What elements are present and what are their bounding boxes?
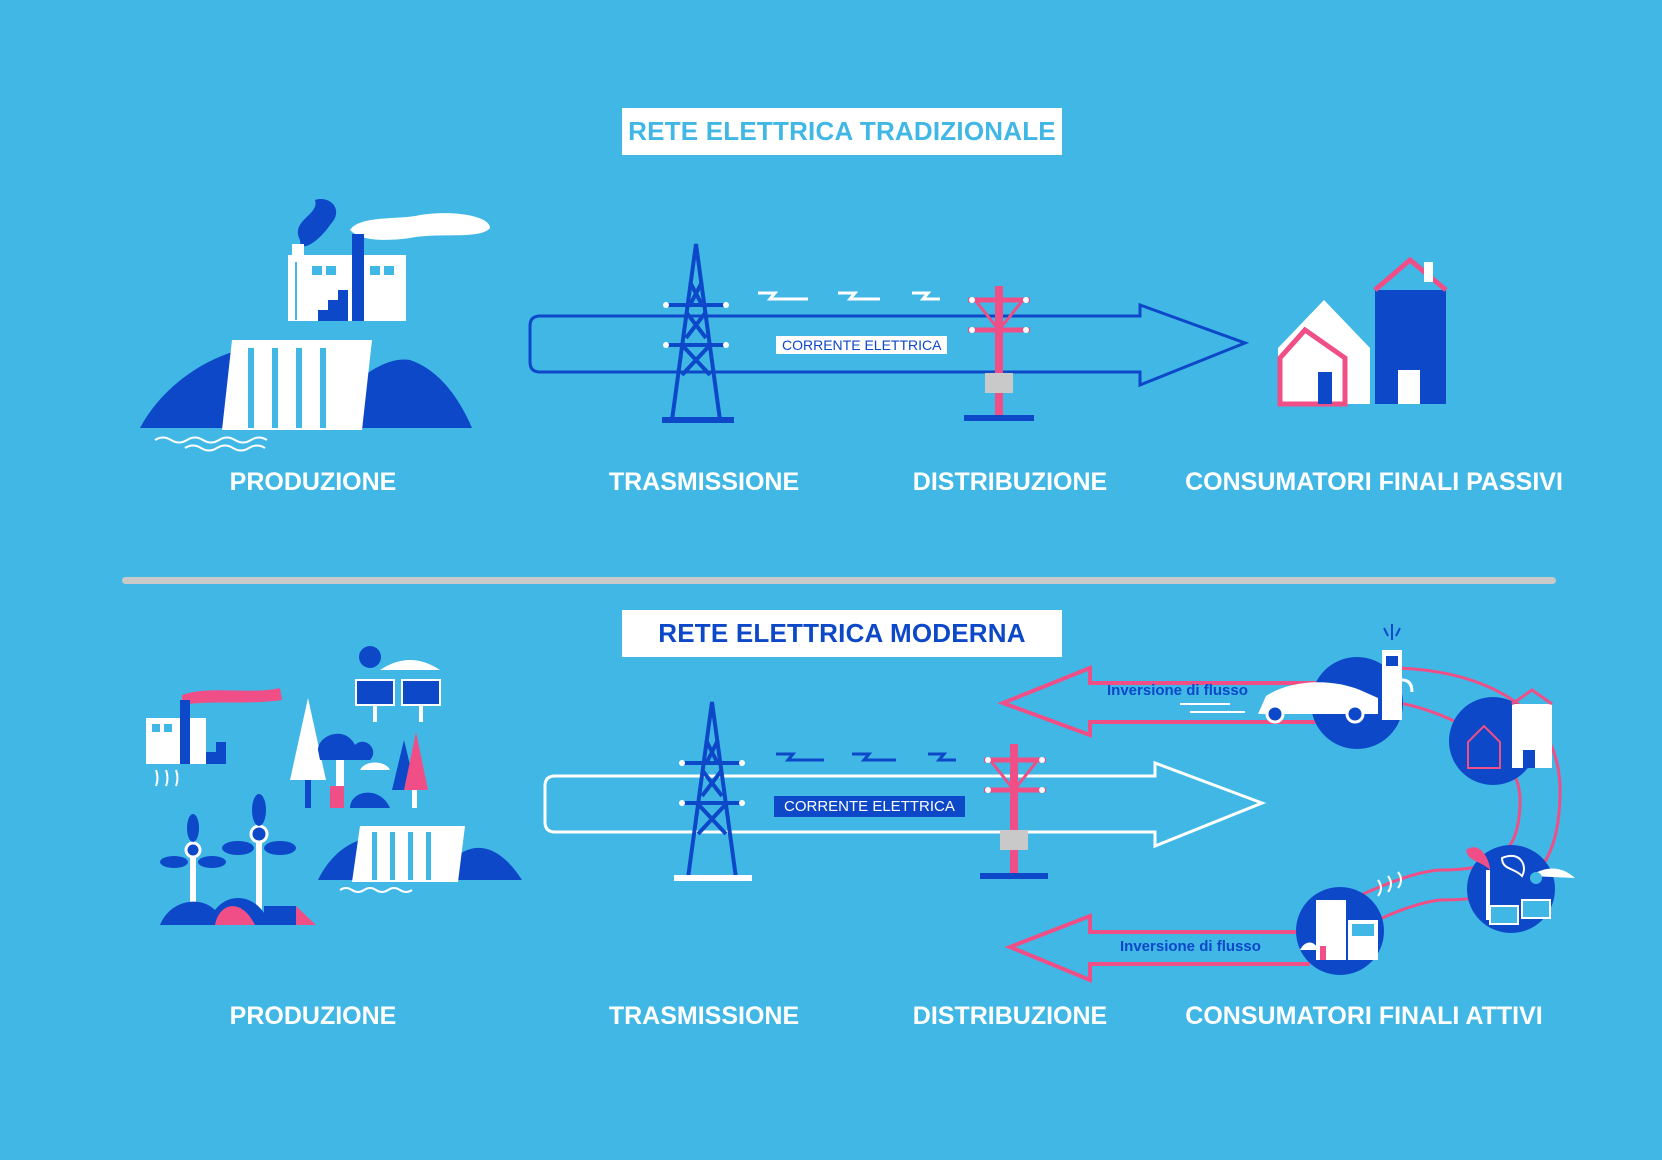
reverse-flow-label-lower: Inversione di flusso (1120, 938, 1261, 955)
charging-station-icon (1382, 624, 1414, 720)
reverse-flow-label-upper: Inversione di flusso (1107, 682, 1248, 699)
consumer-loop (1309, 666, 1562, 952)
current-arrow-modern (543, 760, 1267, 849)
reverse-flow-arrow-upper (997, 665, 1340, 738)
stage-production-traditional: PRODUZIONE (229, 468, 397, 496)
current-label-traditional: CORRENTE ELETTRICA (776, 336, 948, 354)
section-divider (122, 577, 1556, 584)
hydro-dam-icon (318, 826, 522, 893)
lightning-icon (758, 291, 940, 301)
lightning-icon (776, 752, 956, 762)
smart-home-icon (1449, 688, 1553, 785)
current-label-modern: CORRENTE ELETTRICA (774, 796, 965, 817)
factory-icon (288, 199, 490, 321)
factory-icon (146, 688, 282, 787)
stage-consumers-active: CONSUMATORI FINALI ATTIVI (1185, 1002, 1543, 1030)
wind-turbine-icon (1466, 845, 1575, 933)
electric-car-icon (1180, 657, 1403, 749)
power-pylon-icon (674, 701, 752, 881)
stage-production-modern: PRODUZIONE (229, 1002, 397, 1030)
hydro-dam-icon (140, 340, 472, 452)
stage-transmission-modern: TRASMISSIONE (608, 1002, 800, 1030)
utility-pole-icon (980, 744, 1048, 879)
smart-home-icon (1296, 871, 1402, 975)
stage-distribution-traditional: DISTRIBUZIONE (912, 468, 1108, 496)
solar-panel-icon (355, 646, 441, 722)
power-pylon-icon (662, 243, 734, 423)
utility-pole-icon (964, 286, 1034, 421)
wind-turbine-icon (160, 794, 316, 925)
stage-consumers-passive: CONSUMATORI FINALI PASSIVI (1185, 468, 1563, 496)
title-modern-grid: RETE ELETTRICA MODERNA (622, 610, 1062, 657)
stage-distribution-modern: DISTRIBUZIONE (912, 1002, 1108, 1030)
tree-icon (290, 698, 428, 808)
stage-transmission-traditional: TRASMISSIONE (608, 468, 800, 496)
reverse-flow-arrow-lower (1004, 913, 1310, 983)
houses-icon (1277, 256, 1448, 407)
title-traditional-grid: RETE ELETTRICA TRADIZIONALE (622, 108, 1062, 155)
current-arrow-traditional (528, 302, 1250, 388)
